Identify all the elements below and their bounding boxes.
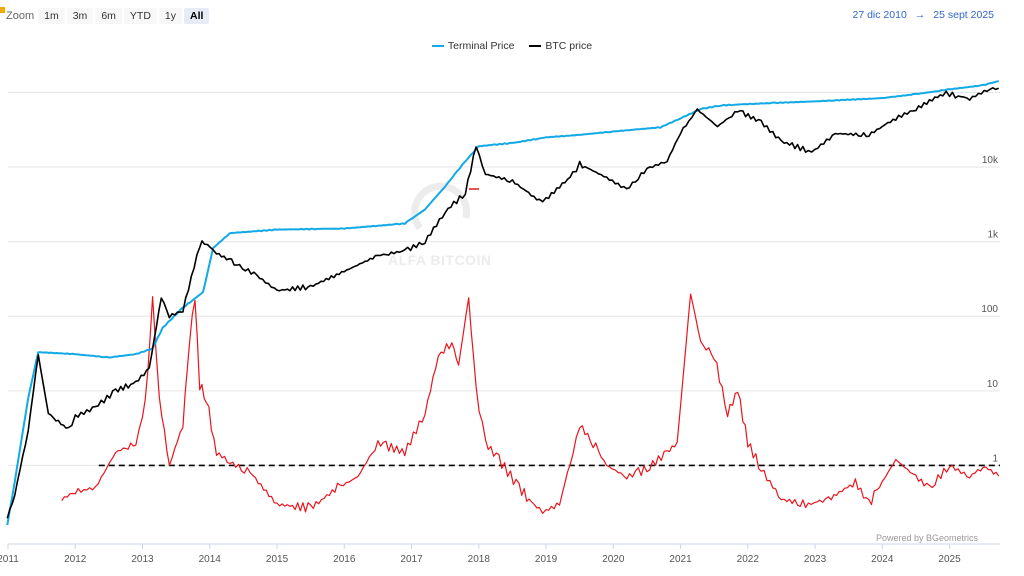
chart-legend: Terminal Price BTC price bbox=[0, 38, 1024, 52]
y-tick-label-100: 100 bbox=[981, 304, 998, 315]
series-line-oscillator bbox=[61, 293, 1000, 514]
watermark-arc bbox=[411, 182, 471, 231]
corner-marker bbox=[0, 7, 5, 13]
legend-swatch-btc bbox=[529, 45, 542, 47]
x-tick-label-2025: 2025 bbox=[938, 554, 961, 565]
legend-swatch-terminal bbox=[431, 45, 444, 47]
x-tick-label-2013: 2013 bbox=[131, 554, 154, 565]
zoom-button-all[interactable]: All bbox=[184, 8, 210, 24]
x-tick-label-2012: 2012 bbox=[64, 554, 87, 565]
y-tick-label-1: 1 bbox=[992, 453, 998, 464]
x-tick-label-2021: 2021 bbox=[669, 554, 692, 565]
x-tick-label-2019: 2019 bbox=[535, 554, 558, 565]
series-line-btc-price bbox=[6, 87, 999, 519]
zoom-button-1m[interactable]: 1m bbox=[38, 8, 65, 24]
series-line-terminal-price bbox=[6, 80, 999, 526]
zoom-label: Zoom bbox=[6, 10, 35, 22]
x-tick-label-2022: 2022 bbox=[737, 554, 760, 565]
x-tick-label-2014: 2014 bbox=[199, 554, 222, 565]
x-tick-label-2024: 2024 bbox=[871, 554, 894, 565]
y-tick-label-10k: 10k bbox=[982, 155, 999, 166]
y-tick-label-10: 10 bbox=[987, 379, 999, 390]
zoom-toolbar: Zoom 1m 3m 6m YTD 1y All bbox=[6, 7, 211, 25]
zoom-button-3m[interactable]: 3m bbox=[66, 8, 94, 24]
zoom-button-1y[interactable]: 1y bbox=[158, 8, 182, 24]
legend-label-terminal-price: Terminal Price bbox=[447, 40, 515, 52]
legend-item-terminal-price[interactable]: Terminal Price bbox=[431, 40, 515, 52]
x-tick-label-2018: 2018 bbox=[468, 554, 491, 565]
x-tick-label-2016: 2016 bbox=[333, 554, 356, 565]
y-tick-label-1k: 1k bbox=[987, 230, 999, 241]
zoom-button-ytd[interactable]: YTD bbox=[123, 8, 157, 24]
x-tick-label-2017: 2017 bbox=[400, 554, 423, 565]
credit-text: Powered by BGeometrics bbox=[875, 533, 978, 543]
range-to[interactable]: 25 sept 2025 bbox=[933, 9, 994, 21]
x-tick-label-2015: 2015 bbox=[266, 554, 289, 565]
x-tick-label-2020: 2020 bbox=[602, 554, 625, 565]
legend-label-btc-price: BTC price bbox=[545, 40, 593, 52]
watermark-logo: ALFA BITCOIN bbox=[388, 252, 492, 268]
y-axis-title: BTC price bbox=[994, 270, 1024, 312]
date-range: 27 dic 2010 → 25 sept 2025 bbox=[848, 9, 998, 21]
range-from[interactable]: 27 dic 2010 bbox=[852, 9, 907, 21]
x-tick-label-2023: 2023 bbox=[804, 554, 827, 565]
zoom-button-6m[interactable]: 6m bbox=[95, 8, 122, 24]
legend-item-btc-price[interactable]: BTC price bbox=[529, 40, 592, 52]
x-tick-label-2011: 2011 bbox=[0, 554, 19, 565]
range-arrow: → bbox=[914, 9, 926, 21]
